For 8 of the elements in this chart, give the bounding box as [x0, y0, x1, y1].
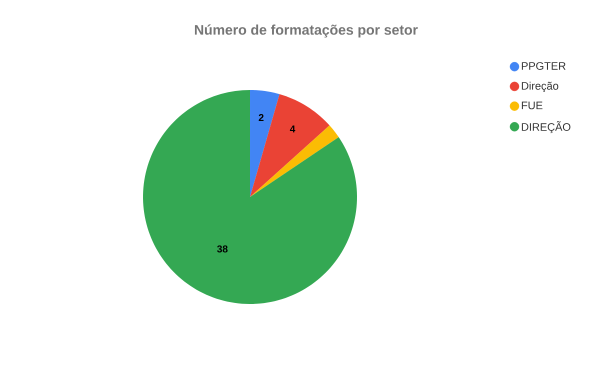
- legend-label: DIREÇÃO: [522, 121, 570, 134]
- legend-label: PPGTER: [522, 62, 566, 70]
- legend-label: Direção: [522, 82, 558, 92]
- data-label: 4: [290, 126, 296, 132]
- chart-title: Número de formatações por setor: [194, 24, 418, 38]
- data-label: 38: [217, 245, 228, 252]
- legend-label: FUE: [522, 102, 542, 110]
- data-label: 2: [258, 114, 264, 122]
